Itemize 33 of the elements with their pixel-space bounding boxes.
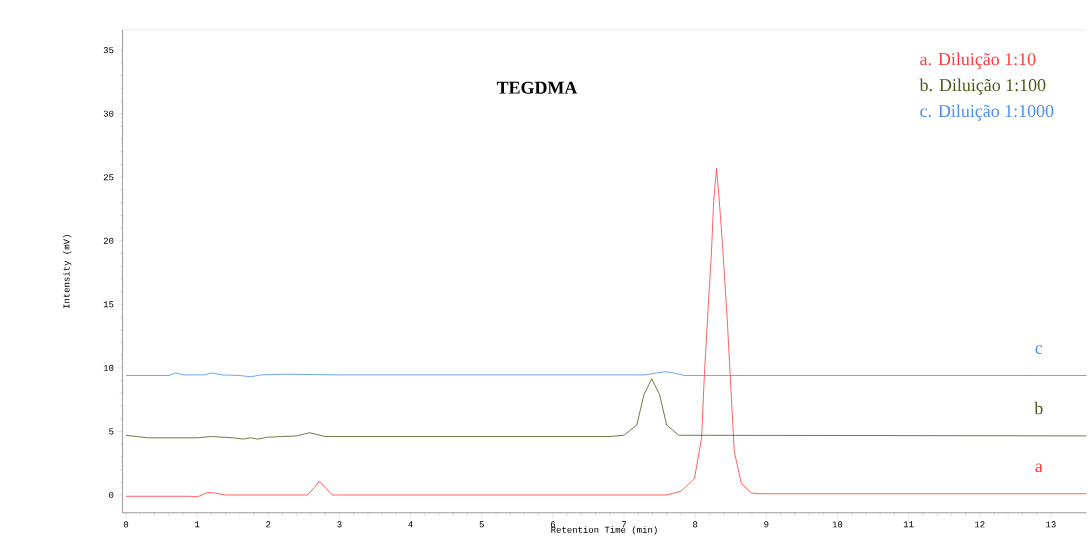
x-tick-label: 4 <box>408 521 413 528</box>
x-tick-label: 8 <box>693 521 698 528</box>
x-tick-label: 1 <box>195 521 200 528</box>
text: a. Diluição 1:10 <box>920 52 1036 69</box>
y-tick-label: 25 <box>103 174 114 181</box>
x-tick-label: 10 <box>832 521 843 528</box>
y-tick-label: 5 <box>109 428 114 435</box>
y-axis-title: Intensity (mV) <box>62 235 72 309</box>
x-tick-label: 13 <box>1046 521 1056 528</box>
y-tick-label: 15 <box>103 301 114 308</box>
x-tick-label: 6 <box>550 521 555 528</box>
x-tick-label: 7 <box>622 521 627 528</box>
x-tick-label: 9 <box>764 521 769 528</box>
annotation: b <box>1034 401 1043 415</box>
line-series <box>125 167 1087 498</box>
x-axis-title: Retention Time (min) <box>551 526 657 535</box>
y-tick-label: 35 <box>103 47 114 54</box>
text: b. Diluição 1:100 <box>919 78 1046 95</box>
annotation: c <box>1035 345 1043 354</box>
y-tick-label: 30 <box>103 110 114 117</box>
x-tick-label: 0 <box>123 521 129 528</box>
text: TEGDMA <box>496 81 578 94</box>
line-series <box>125 378 1087 440</box>
annotation: a <box>1035 463 1043 473</box>
y-tick-label: 10 <box>103 364 114 371</box>
x-tick-label: 3 <box>337 521 342 528</box>
y-tick-label: 0 <box>109 491 114 499</box>
y-tick-label: 20 <box>103 237 114 244</box>
x-tick-label: 2 <box>266 521 271 528</box>
x-tick-label: 12 <box>975 521 985 528</box>
x-tick-label: 11 <box>903 521 914 528</box>
x-tick-label: 5 <box>479 521 484 528</box>
text: c. Diluição 1:1000 <box>920 104 1054 121</box>
